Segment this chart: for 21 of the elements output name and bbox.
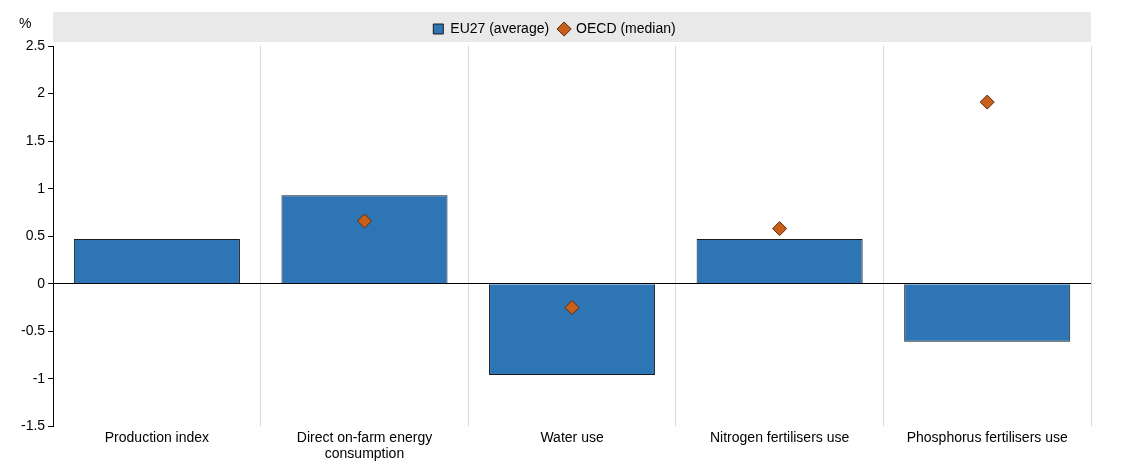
y-tick-label: 1.5 [25, 131, 46, 148]
y-tick-label: 1 [37, 179, 46, 196]
legend-label: OECD (median) [576, 19, 676, 36]
x-tick-label: Production index [104, 428, 210, 445]
y-tick-label: 2 [37, 84, 46, 101]
point [356, 213, 372, 229]
legend-label: EU27 (average) [450, 19, 550, 36]
y-tick-label: 0 [37, 274, 46, 291]
y-tick-label: -1.5 [21, 417, 46, 434]
y-axis-title: % [18, 14, 32, 31]
y-tick-label: 2.5 [25, 36, 46, 53]
point [979, 94, 995, 110]
x-tick-label: Phosphorus fertilisers use [906, 428, 1068, 445]
x-tick-label: Water use [540, 428, 604, 445]
y-tick-label: -1 [32, 369, 46, 386]
x-tick-label: Nitrogen fertilisers use [710, 428, 850, 445]
y-tick-label: -0.5 [21, 322, 46, 339]
point [564, 300, 580, 316]
y-tick-label: 0.5 [25, 227, 46, 244]
point [772, 221, 788, 237]
x-tick-label: Direct on-farm energy consumption [296, 428, 433, 462]
